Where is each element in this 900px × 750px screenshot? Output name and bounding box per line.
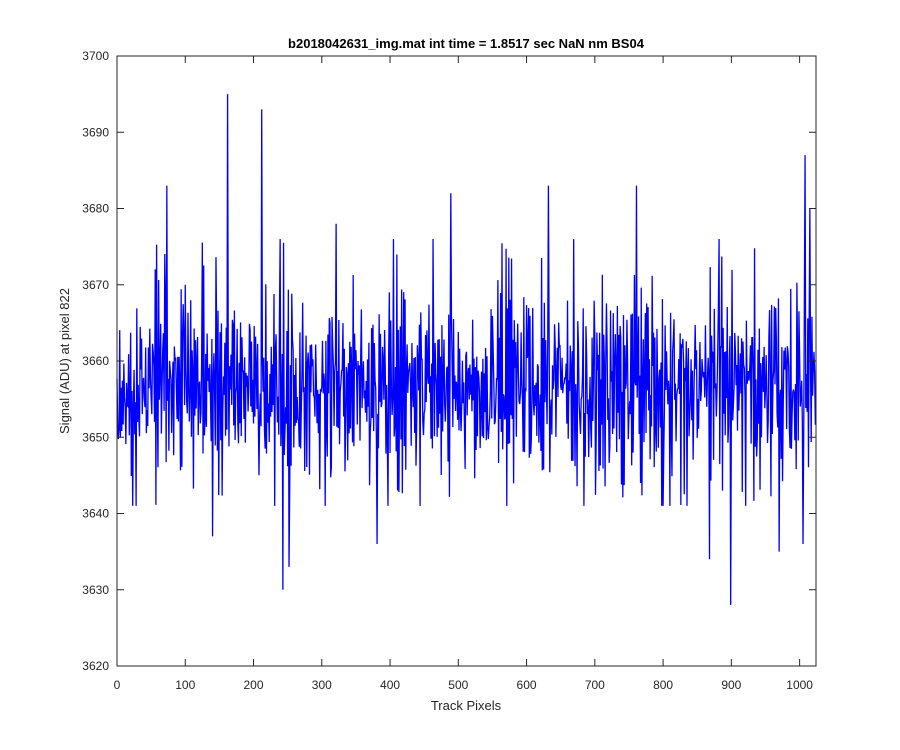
x-tick-label: 200 (244, 678, 264, 692)
tick-layer: 0 100 200 300 400 500 600 700 800 900 1000 3620 3630… (82, 49, 816, 692)
x-tick-label: 600 (517, 678, 537, 692)
x-tick-label: 100 (175, 678, 195, 692)
x-axis-label: Track Pixels (431, 698, 502, 713)
y-tick-label: 3670 (82, 278, 109, 292)
x-tick-label: 1000 (786, 678, 813, 692)
x-tick-label: 900 (721, 678, 741, 692)
series-layer (116, 94, 816, 606)
y-tick-label: 3620 (82, 659, 109, 673)
y-tick-label: 3660 (82, 354, 109, 368)
x-tick-label: 500 (448, 678, 468, 692)
y-tick-label: 3700 (82, 49, 109, 63)
signal-series-line (116, 94, 816, 606)
y-tick-label: 3680 (82, 202, 109, 216)
y-tick-label: 3690 (82, 125, 109, 139)
y-tick-label: 3650 (82, 430, 109, 444)
x-tick-label: 800 (653, 678, 673, 692)
x-tick-label: 700 (585, 678, 605, 692)
chart-title: b2018042631_img.mat int time = 1.8517 se… (288, 36, 645, 51)
y-axis-label: Signal (ADU) at pixel 822 (57, 288, 72, 434)
x-tick-label: 400 (380, 678, 400, 692)
x-tick-label: 300 (312, 678, 332, 692)
x-tick-label: 0 (114, 678, 121, 692)
y-tick-label: 3640 (82, 507, 109, 521)
y-tick-label: 3630 (82, 583, 109, 597)
